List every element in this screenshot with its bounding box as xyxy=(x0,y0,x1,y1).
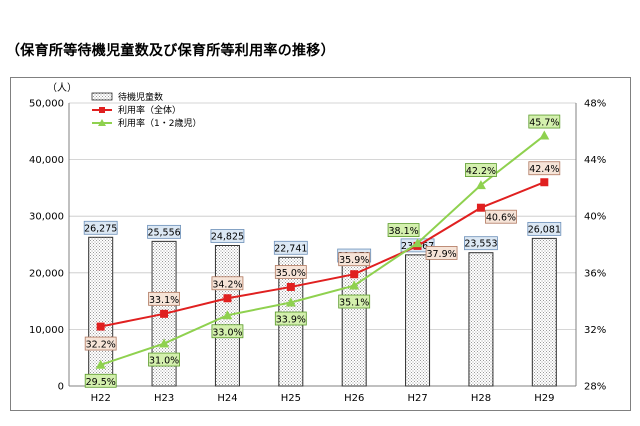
triangle-marker xyxy=(95,359,106,369)
x-tick-label: H22 xyxy=(91,393,111,404)
left-tick-label: 10,000 xyxy=(29,325,64,336)
total-data-label-box xyxy=(425,246,458,260)
bar-data-label: 26,081 xyxy=(528,224,561,235)
total-data-label: 35.9% xyxy=(339,255,369,266)
infant-data-label: 35.1% xyxy=(339,298,369,309)
legend-bar-swatch xyxy=(91,92,113,101)
left-tick-label: 50,000 xyxy=(29,99,64,110)
infant-data-label-box xyxy=(338,294,371,309)
square-marker xyxy=(286,282,295,291)
right-tick-label: 40% xyxy=(584,212,606,223)
total-data-label: 32.2% xyxy=(86,340,116,351)
total-data-label: 40.6% xyxy=(486,213,516,224)
legend-square-marker xyxy=(99,107,105,113)
right-tick-label: 28% xyxy=(584,382,606,393)
total-data-label: 42.4% xyxy=(529,164,559,175)
chart-frame xyxy=(10,77,631,411)
triangle-marker xyxy=(285,297,296,307)
x-tick-label: H28 xyxy=(471,393,491,404)
bar-data-label: 26,275 xyxy=(84,223,117,234)
bar-data-label-box xyxy=(147,224,181,239)
page-title: （保育所等待機児童数及び保育所等利用率の推移） xyxy=(6,43,335,59)
infant-data-label-box xyxy=(465,163,497,177)
total-data-label: 37.9% xyxy=(426,249,456,260)
infant-data-label-box xyxy=(274,311,307,326)
total-data-label: 35.0% xyxy=(276,268,306,279)
square-marker xyxy=(476,203,485,212)
total-data-label-box xyxy=(148,291,180,306)
bar xyxy=(468,252,494,387)
legend-label: 利用率（全体） xyxy=(118,104,181,116)
triangle-marker xyxy=(475,180,486,190)
line-utilization-total xyxy=(100,181,545,328)
infant-data-label: 38.1% xyxy=(388,226,418,237)
total-data-label-box xyxy=(485,209,517,224)
triangle-marker xyxy=(412,238,423,248)
left-tick-label: 30,000 xyxy=(29,212,64,223)
triangle-marker xyxy=(539,130,550,140)
x-tick-label: H23 xyxy=(154,393,174,404)
total-data-label-box xyxy=(211,276,244,291)
legend-label: 利用率（1・2歳児） xyxy=(118,117,201,129)
total-data-label-box xyxy=(528,161,561,176)
left-tick-label: 0 xyxy=(58,382,64,393)
bar-data-label-box xyxy=(83,220,118,235)
square-marker xyxy=(350,270,359,279)
bar-data-label: 25,556 xyxy=(147,227,180,238)
total-data-label: 34.2% xyxy=(212,279,242,290)
triangle-marker xyxy=(159,338,170,348)
infant-data-label: 31.0% xyxy=(149,356,179,367)
square-marker xyxy=(96,322,105,331)
triangle-marker xyxy=(222,310,233,320)
x-tick-label: H29 xyxy=(534,393,554,404)
bar-data-label: 22,741 xyxy=(274,243,307,254)
total-data-label-box xyxy=(84,336,117,351)
infant-data-label: 33.0% xyxy=(212,327,242,338)
line-utilization-1-2yr xyxy=(100,134,545,366)
left-tick-label: 20,000 xyxy=(29,268,64,279)
total-data-label-box xyxy=(274,265,307,279)
legend-label: 待機児童数 xyxy=(118,91,163,103)
right-tick-label: 48% xyxy=(584,99,606,110)
bar-data-label: 24,825 xyxy=(211,231,244,242)
infant-data-label-box xyxy=(84,373,117,388)
infant-data-label: 33.9% xyxy=(276,315,306,326)
bar-data-label-box xyxy=(210,229,245,243)
bar-data-label-box xyxy=(527,221,562,236)
x-tick-label: H26 xyxy=(344,393,364,404)
square-marker xyxy=(223,294,232,303)
infant-data-label: 42.2% xyxy=(466,166,496,177)
bar-data-label-box xyxy=(273,240,308,255)
right-tick-label: 32% xyxy=(584,325,606,336)
square-marker xyxy=(540,178,549,187)
infant-data-label-box xyxy=(387,223,420,237)
x-tick-label: H25 xyxy=(281,393,301,404)
bar xyxy=(531,237,557,387)
infant-data-label-box xyxy=(211,324,244,339)
bar xyxy=(405,254,431,387)
infant-data-label: 45.7% xyxy=(529,118,559,129)
x-tick-label: H24 xyxy=(217,393,237,404)
infant-data-label-box xyxy=(148,352,180,367)
bar-data-label-box xyxy=(464,236,498,251)
total-data-label: 33.1% xyxy=(149,295,179,306)
right-tick-label: 44% xyxy=(584,155,606,166)
left-tick-label: 40,000 xyxy=(29,155,64,166)
total-data-label-box xyxy=(338,252,371,267)
bar-data-label: 23,553 xyxy=(464,239,497,250)
infant-data-label-box xyxy=(528,114,561,129)
right-tick-label: 36% xyxy=(584,268,606,279)
left-axis-unit: （人） xyxy=(47,82,77,94)
x-tick-label: H27 xyxy=(407,393,427,404)
square-marker xyxy=(160,309,169,318)
legend-triangle-marker xyxy=(98,119,106,126)
infant-data-label: 29.5% xyxy=(86,377,116,388)
triangle-marker xyxy=(349,280,360,290)
